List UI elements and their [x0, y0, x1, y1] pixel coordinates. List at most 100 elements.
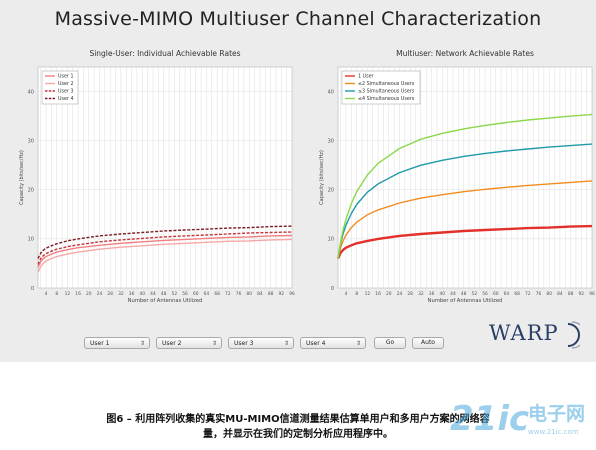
x-tick-label: 16 — [375, 291, 381, 297]
warp-logo: WARP — [489, 321, 580, 351]
series-line-2 — [337, 180, 593, 259]
chart-title: Multiuser: Network Achievable Rates — [396, 49, 534, 58]
user-dropdown-4[interactable]: User 4 ⇕ — [300, 337, 366, 349]
series-line-4 — [337, 113, 593, 259]
watermark-cn: 电子网 — [528, 402, 585, 425]
x-tick-label: 12 — [365, 291, 371, 297]
y-tick-label: 0 — [331, 286, 334, 292]
x-tick-label: 52 — [472, 291, 478, 297]
x-tick-label: 56 — [482, 291, 488, 297]
y-tick-label: 20 — [28, 188, 34, 194]
x-tick-label: 36 — [129, 291, 135, 297]
y-tick-label: 10 — [328, 237, 334, 243]
x-tick-label: 16 — [75, 291, 81, 297]
legend-label-1: 1 User — [358, 74, 374, 80]
chevron-updown-icon: ⇕ — [355, 340, 361, 347]
x-tick-label: 88 — [268, 291, 274, 297]
x-tick-label: 92 — [579, 291, 585, 297]
y-tick-label: 30 — [28, 138, 34, 144]
chevron-updown-icon: ⇕ — [283, 340, 289, 347]
user-dropdown-3[interactable]: User 3 ⇕ — [228, 337, 294, 349]
y-tick-label: 40 — [28, 89, 34, 95]
user-dropdown-1[interactable]: User 1 ⇕ — [84, 337, 150, 349]
x-tick-label: 64 — [204, 291, 210, 297]
x-tick-label: 72 — [225, 291, 231, 297]
x-tick-label: 24 — [97, 291, 103, 297]
user-dropdown-4-label: User 4 — [306, 340, 326, 347]
legend-label-3: User 3 — [58, 89, 74, 95]
21ic-watermark: 21ic 电子网 www.21ic.com — [450, 399, 585, 439]
x-tick-label: 28 — [407, 291, 413, 297]
series-line-1 — [336, 224, 593, 259]
legend-label-3: ≤3 Simultaneous Users — [358, 89, 415, 95]
series-line-1 — [37, 234, 293, 268]
user-dropdown-3-label: User 3 — [234, 340, 254, 347]
x-tick-label: 44 — [450, 291, 456, 297]
x-tick-label: 4 — [345, 291, 348, 297]
analysis-app-window: Massive-MIMO Multiuser Channel Character… — [0, 0, 596, 362]
legend-label-4: ≤4 Simultaneous Users — [358, 96, 415, 102]
warp-logo-text: WARP — [489, 321, 559, 345]
y-tick-label: 20 — [328, 188, 334, 194]
x-tick-label: 4 — [45, 291, 48, 297]
x-axis-label: Number of Antennas Utilized — [428, 298, 503, 304]
x-tick-label: 84 — [557, 291, 563, 297]
x-tick-label: 32 — [418, 291, 424, 297]
x-tick-label: 68 — [514, 291, 520, 297]
x-tick-label: 40 — [139, 291, 145, 297]
x-tick-label: 36 — [429, 291, 435, 297]
user-dropdown-1-label: User 1 — [90, 340, 110, 347]
x-tick-label: 80 — [546, 291, 552, 297]
series-line-4 — [37, 225, 293, 259]
x-tick-label: 8 — [355, 291, 358, 297]
x-tick-label: 80 — [246, 291, 252, 297]
x-tick-label: 28 — [107, 291, 113, 297]
series-line-3 — [337, 143, 593, 259]
x-tick-label: 60 — [493, 291, 499, 297]
watermark-url: www.21ic.com — [528, 428, 579, 436]
series-line-2 — [37, 238, 293, 273]
caption-line-2: 量，并显示在我们的定制分析应用程序中。 — [203, 429, 393, 440]
x-tick-label: 64 — [504, 291, 510, 297]
x-tick-label: 12 — [65, 291, 71, 297]
single-user-chart: Single-User: Individual Achievable Rates… — [19, 49, 295, 304]
chart-title: Single-User: Individual Achievable Rates — [89, 49, 240, 58]
watermark-logo: 21ic — [450, 399, 529, 439]
x-tick-label: 24 — [397, 291, 403, 297]
x-tick-label: 20 — [86, 291, 92, 297]
figure-caption: 图6 – 利用阵列收集的真实MU-MIMO信道测量结果估算单用户和多用户方案的网… — [0, 412, 596, 442]
legend-label-1: User 1 — [58, 74, 74, 80]
legend-label-2: User 2 — [58, 81, 74, 87]
x-tick-label: 96 — [289, 291, 295, 297]
x-tick-label: 56 — [182, 291, 188, 297]
chevron-updown-icon: ⇕ — [211, 340, 217, 347]
x-tick-label: 8 — [55, 291, 58, 297]
auto-button[interactable]: Auto — [412, 337, 444, 349]
wireless-arc-icon — [567, 321, 580, 349]
x-tick-label: 84 — [257, 291, 263, 297]
series-line-3 — [37, 231, 293, 265]
x-tick-label: 44 — [150, 291, 156, 297]
caption-line-1: 图6 – 利用阵列收集的真实MU-MIMO信道测量结果估算单用户和多用户方案的网… — [106, 414, 490, 425]
y-tick-label: 0 — [31, 286, 34, 292]
user-dropdown-2[interactable]: User 2 ⇕ — [156, 337, 222, 349]
y-tick-label: 10 — [28, 237, 34, 243]
y-tick-label: 30 — [328, 138, 334, 144]
main-title: Massive-MIMO Multiuser Channel Character… — [54, 8, 542, 30]
y-tick-label: 40 — [328, 89, 334, 95]
x-tick-label: 48 — [461, 291, 467, 297]
x-tick-label: 40 — [439, 291, 445, 297]
x-tick-label: 76 — [236, 291, 242, 297]
x-tick-label: 68 — [214, 291, 220, 297]
x-tick-label: 76 — [536, 291, 542, 297]
user-dropdown-2-label: User 2 — [162, 340, 182, 347]
x-tick-label: 72 — [525, 291, 531, 297]
y-axis-label: Capacity (bits/sec/Hz) — [19, 150, 25, 205]
x-tick-label: 96 — [589, 291, 595, 297]
y-axis-label: Capacity (bits/sec/Hz) — [319, 150, 325, 205]
x-tick-label: 48 — [161, 291, 167, 297]
x-tick-label: 92 — [279, 291, 285, 297]
go-button[interactable]: Go — [374, 337, 406, 349]
legend-label-2: ≤2 Simultaneous Users — [358, 81, 415, 87]
